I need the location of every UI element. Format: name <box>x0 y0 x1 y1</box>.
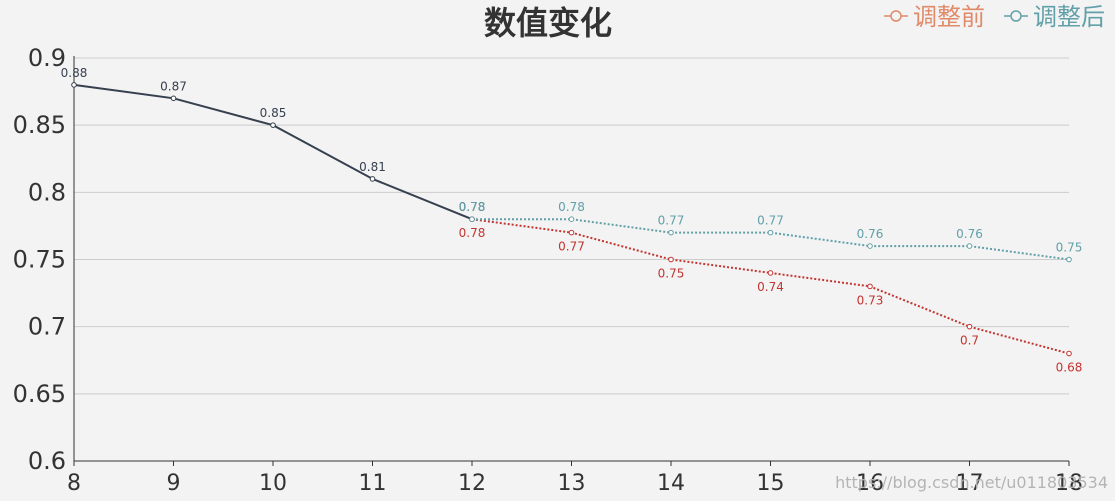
series-points <box>71 82 1072 357</box>
history-data-label: 0.78 <box>459 200 486 214</box>
grid-lines <box>74 57 1069 395</box>
y-tick-label: 0.75 <box>13 246 66 274</box>
series-before-data-label: 0.78 <box>459 226 486 240</box>
series-after-data-label: 0.78 <box>558 200 585 214</box>
series-before-data-label: 0.68 <box>1056 361 1083 375</box>
series-before-point <box>1066 350 1072 357</box>
series-after-point <box>668 229 674 236</box>
x-tick-label: 18 <box>1055 471 1083 496</box>
series-after-data-label: 0.76 <box>956 227 983 241</box>
y-tick-label: 0.7 <box>28 313 66 341</box>
series-after-data-label: 0.77 <box>658 214 685 228</box>
history-point <box>170 95 177 102</box>
series-before-data-label: 0.74 <box>757 280 784 294</box>
y-tick-label: 0.6 <box>28 447 66 475</box>
x-tick-label: 16 <box>856 471 884 496</box>
series-after-point <box>767 229 774 236</box>
series-before-point <box>668 256 674 263</box>
series-after-point <box>966 243 973 249</box>
series-before-data-label: 0.75 <box>658 267 685 281</box>
history-point <box>270 122 276 128</box>
history-data-label: 0.88 <box>61 66 88 80</box>
y-tick-label: 0.8 <box>28 178 66 206</box>
history-point <box>71 82 77 88</box>
series-after-point <box>1066 256 1072 263</box>
history-data-label: 0.85 <box>260 106 287 120</box>
x-tick-label: 9 <box>167 471 181 496</box>
watermark: https://blog.csdn.net/u011803534 <box>835 473 1108 492</box>
series-after-data-label: 0.78 <box>459 200 486 214</box>
series-after-data-label: 0.75 <box>1056 241 1083 255</box>
series-before-point <box>568 229 575 236</box>
series-after-data-label: 0.77 <box>757 214 784 228</box>
legend: 调整前 调整后 <box>884 3 1105 31</box>
series-before-data-label: 0.7 <box>960 334 979 348</box>
y-tick-label: 0.9 <box>28 44 66 72</box>
legend-before-marker <box>890 10 902 22</box>
y-tick-label: 0.65 <box>13 380 66 408</box>
x-tick-label: 17 <box>956 471 984 496</box>
legend-before-label: 调整前 <box>913 3 985 31</box>
x-tick-label: 11 <box>359 471 387 496</box>
series-before-point <box>966 323 973 330</box>
series-before-data-label: 0.77 <box>558 240 585 254</box>
y-axis-ticks: 0.6 0.65 0.7 0.75 0.8 0.85 0.9 <box>13 44 66 475</box>
chart-title: 数值变化 <box>484 4 612 42</box>
series-before-data-label: 0.73 <box>857 293 884 307</box>
x-tick-label: 13 <box>558 471 586 496</box>
x-tick-label: 15 <box>757 471 785 496</box>
series-before-point <box>767 270 774 276</box>
history-line <box>73 83 473 221</box>
legend-after-label: 调整后 <box>1033 3 1105 31</box>
data-labels: 0.88 0.87 0.85 0.81 0.78 0.78 0.77 0.75 0.74 0.73… <box>61 66 1083 375</box>
axes <box>73 56 1070 466</box>
history-point <box>369 176 376 182</box>
series-before-point <box>867 283 873 290</box>
series-after-point <box>469 216 475 222</box>
legend-after-marker <box>1010 10 1022 22</box>
series-after-point <box>568 216 575 222</box>
x-tick-label: 8 <box>67 471 81 496</box>
x-axis-ticks: 8 9 10 11 12 13 14 15 16 17 18 <box>67 471 1083 496</box>
series-after-data-label: 0.76 <box>857 227 884 241</box>
history-data-label: 0.81 <box>359 160 386 174</box>
x-tick-label: 14 <box>657 471 685 496</box>
series-after-point <box>867 243 873 249</box>
y-tick-label: 0.85 <box>13 111 66 139</box>
x-tick-label: 10 <box>259 471 287 496</box>
x-tick-label: 12 <box>458 471 486 496</box>
history-data-label: 0.87 <box>160 79 187 93</box>
